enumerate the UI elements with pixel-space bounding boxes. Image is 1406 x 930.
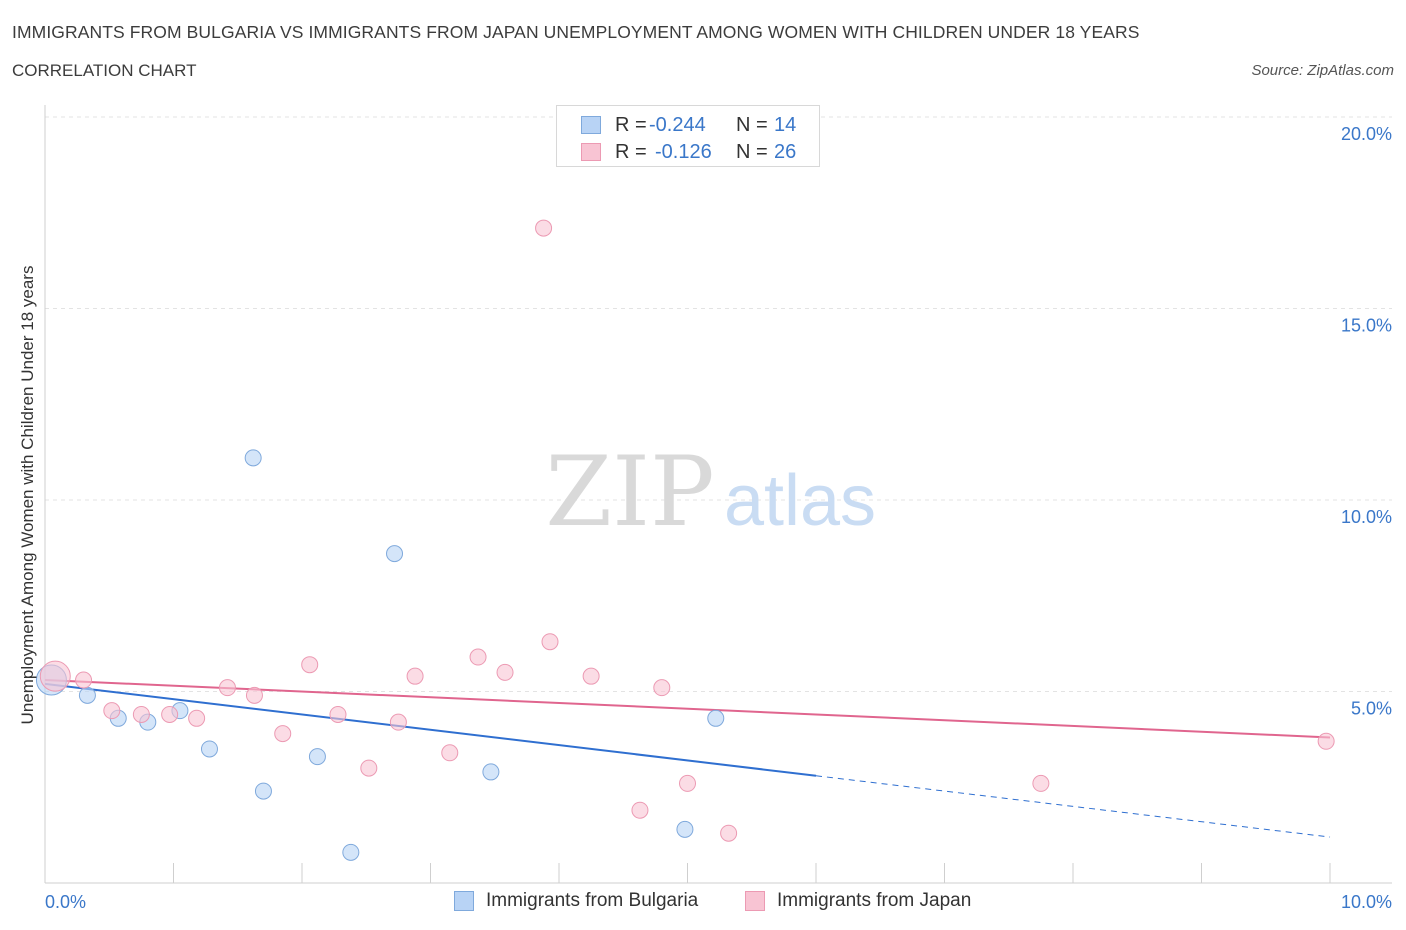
n-label: N = [736,141,768,163]
grid-lines [45,116,1392,692]
trend-line-bulgaria [44,682,817,777]
data-point-bulgaria-11 [482,763,500,781]
data-point-japan-8 [274,725,292,743]
chart-subtitle: CORRELATION CHART [12,61,197,80]
bulgaria-legend-swatch [454,891,474,911]
trend-line-japan [44,679,1331,739]
bulgaria-swatch [581,116,601,134]
y-tick-label-0: 5.0% [1351,699,1392,719]
data-point-japan-24 [1032,774,1050,792]
data-point-japan-25 [1317,732,1335,750]
data-point-bulgaria-5 [200,740,218,758]
data-point-bulgaria-7 [254,782,272,800]
n-value: 26 [774,141,797,163]
data-point-japan-0 [39,660,71,692]
data-point-bulgaria-13 [707,709,725,727]
data-point-bulgaria-8 [308,748,326,766]
data-point-japan-22 [679,774,696,792]
watermark-atlas: atlas [724,461,876,541]
data-point-japan-14 [441,744,459,762]
data-point-japan-7 [245,686,263,704]
data-point-japan-3 [132,705,150,723]
r-value: -0.126 [655,141,712,163]
x-tick-labels: 0.0% 10.0% [45,892,1392,912]
trend-lines [44,679,1331,838]
data-point-japan-5 [188,709,206,727]
data-point-japan-20 [631,801,649,819]
data-point-japan-4 [161,705,179,723]
data-point-bulgaria-1 [78,686,96,704]
y-tick-label-3: 20.0% [1341,124,1392,144]
data-point-japan-6 [218,679,236,697]
n-label: N = [736,114,768,136]
y-tick-label-1: 10.0% [1341,507,1392,527]
data-point-japan-16 [496,663,514,681]
x-tick-label-max: 10.0% [1341,892,1392,912]
data-point-japan-18 [541,633,559,651]
data-point-japan-13 [406,667,424,685]
data-point-japan-17 [535,219,553,237]
data-point-japan-23 [720,824,738,842]
watermark-zip: ZIP [545,436,714,548]
data-points [35,219,1335,861]
data-point-japan-2 [103,702,121,720]
correlation-legend: R = -0.244 N = 14 R = -0.126 N = 26 [556,105,820,167]
data-point-japan-9 [301,656,319,674]
trend-line-bulgaria-extrapolated [815,775,1331,838]
r-label: R = [615,114,647,136]
data-point-bulgaria-6 [244,449,262,467]
y-tick-labels: 5.0% 10.0% 15.0% 20.0% [1341,124,1392,719]
data-point-japan-11 [360,759,378,777]
data-point-japan-19 [582,667,600,685]
data-point-japan-12 [389,713,407,731]
data-point-japan-21 [653,679,671,697]
chart-title: IMMIGRANTS FROM BULGARIA VS IMMIGRANTS F… [12,22,1140,42]
data-point-bulgaria-12 [676,820,694,838]
data-point-japan-10 [329,705,347,723]
bulgaria-legend-label: Immigrants from Bulgaria [486,890,699,911]
n-value: 14 [774,114,797,136]
data-point-bulgaria-10 [386,545,404,563]
r-label: R = [615,141,647,163]
axes [44,105,1392,884]
data-point-japan-1 [75,671,93,689]
japan-legend-swatch [745,891,765,911]
japan-swatch [581,143,601,161]
data-point-japan-15 [469,648,487,666]
y-axis-label: Unemployment Among Women with Children U… [18,265,37,725]
x-tick-label-min: 0.0% [45,892,86,912]
source-credit: Source: ZipAtlas.com [1251,62,1394,79]
watermark: ZIP atlas [545,436,876,548]
japan-legend-label: Immigrants from Japan [777,890,972,911]
y-tick-label-2: 15.0% [1341,316,1392,336]
r-value: -0.244 [649,114,706,136]
data-point-bulgaria-9 [342,843,360,861]
